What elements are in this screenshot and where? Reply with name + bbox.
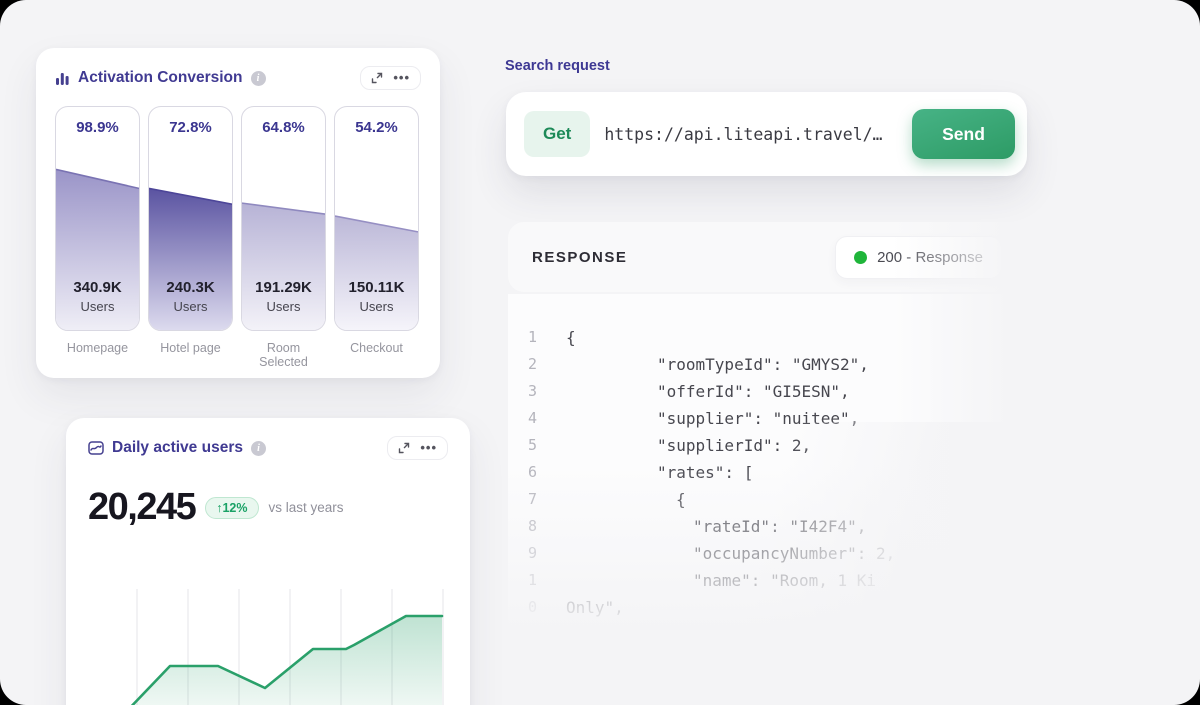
line-number: 2 xyxy=(528,355,538,373)
status-text: 200 - Response xyxy=(877,248,983,266)
code-text: "rateId": "I42F4", xyxy=(693,517,867,536)
method-pill[interactable]: Get xyxy=(524,111,591,157)
expand-icon[interactable] xyxy=(371,72,383,84)
code-line: 3 "offerId": "GI5ESN", xyxy=(528,378,1012,405)
line-number: 1 xyxy=(528,328,538,346)
funnel-stages: 98.9% 340.9K Users Homepage 72.8% 240.3K… xyxy=(55,106,421,369)
daily-card-header: Daily active users i ••• xyxy=(88,436,448,460)
line-number: 9 xyxy=(528,544,538,562)
stage-users-value: 240.3K xyxy=(166,279,215,296)
code-line: 4 "supplier": "nuitee", xyxy=(528,405,1012,432)
code-text: "occupancyNumber": 2, xyxy=(693,544,896,563)
response-title: RESPONSE xyxy=(532,248,628,266)
info-icon[interactable]: i xyxy=(250,440,266,456)
search-request-label: Search request xyxy=(505,58,610,74)
code-text: { xyxy=(676,490,686,509)
code-text: "roomTypeId": "GMYS2", xyxy=(657,355,869,374)
more-options-icon[interactable]: ••• xyxy=(420,440,437,455)
code-line: 10 "name": "Room, 1 Ki Only", xyxy=(528,567,1012,621)
line-number: 5 xyxy=(528,436,538,454)
funnel-fill xyxy=(335,107,418,330)
stage-users-value: 191.29K xyxy=(255,279,312,296)
stage-label: Room Selected xyxy=(259,341,308,369)
activation-card-header: Activation Conversion i ••• xyxy=(55,66,421,90)
stage-percent: 54.2% xyxy=(355,119,398,136)
send-button[interactable]: Send xyxy=(912,109,1015,159)
funnel-stage-checkout: 54.2% 150.11K Users Checkout xyxy=(334,106,419,369)
status-badge: 200 - Response xyxy=(835,235,1002,279)
activation-card-title: Activation Conversion xyxy=(78,69,243,86)
area-chart-icon xyxy=(88,441,104,455)
stage-label: Checkout xyxy=(350,341,403,355)
stage-users-value: 340.9K xyxy=(73,279,122,296)
line-number: 6 xyxy=(528,463,538,481)
funnel-fill xyxy=(56,107,139,330)
response-panel: RESPONSE 200 - Response 1 { 2 "roomTypeI… xyxy=(508,222,1042,674)
delta-badge: ↑12% xyxy=(205,496,259,519)
stage-label: Hotel page xyxy=(160,341,221,355)
line-number: 8 xyxy=(528,517,538,535)
code-line: 6 "rates": [ xyxy=(528,459,1012,486)
code-line: 2 "roomTypeId": "GMYS2", xyxy=(528,351,1012,378)
funnel-fill xyxy=(242,107,325,330)
line-number: 4 xyxy=(528,409,538,427)
expand-icon[interactable] xyxy=(398,442,410,454)
code-text: { xyxy=(566,328,576,347)
activation-card-tools[interactable]: ••• xyxy=(360,66,421,90)
code-line: 9 "occupancyNumber": 2, xyxy=(528,540,1012,567)
daily-card-tools[interactable]: ••• xyxy=(387,436,448,460)
line-number: 7 xyxy=(528,490,538,508)
status-dot-icon xyxy=(854,250,868,264)
url-input[interactable]: https://api.liteapi.travel/… xyxy=(604,124,883,144)
stage-users-unit: Users xyxy=(173,299,208,314)
bar-chart-icon xyxy=(56,72,69,85)
stage-users-unit: Users xyxy=(266,299,301,314)
funnel-stage-homepage: 98.9% 340.9K Users Homepage xyxy=(55,106,140,369)
stage-percent: 72.8% xyxy=(169,119,212,136)
more-options-icon[interactable]: ••• xyxy=(393,70,410,85)
code-text: "supplier": "nuitee", xyxy=(657,409,860,428)
info-icon[interactable]: i xyxy=(250,70,266,86)
request-bar: Get https://api.liteapi.travel/… Send xyxy=(506,92,1027,176)
stage-users-unit: Users xyxy=(359,299,394,314)
stage-label: Homepage xyxy=(66,341,129,355)
daily-active-users-value: 20,245 xyxy=(88,486,197,528)
daily-users-area-chart xyxy=(130,589,444,705)
activation-conversion-card: Activation Conversion i ••• 98.9% 340.9K xyxy=(36,48,440,378)
stage-percent: 64.8% xyxy=(262,119,305,136)
response-code-area: 1 { 2 "roomTypeId": "GMYS2", 3 "offerId"… xyxy=(508,294,1012,664)
code-line: 1 { xyxy=(528,324,1012,351)
code-text: "offerId": "GI5ESN", xyxy=(657,382,850,401)
code-text: "rates": [ xyxy=(657,463,754,482)
comparison-label: vs last years xyxy=(268,500,344,515)
daily-card-title: Daily active users xyxy=(112,439,243,456)
response-header: RESPONSE 200 - Response xyxy=(508,222,1012,292)
code-line: 5 "supplierId": 2, xyxy=(528,432,1012,459)
code-line: 8 "rateId": "I42F4", xyxy=(528,513,1012,540)
funnel-stage-hotel-page: 72.8% 240.3K Users Hotel page xyxy=(148,106,233,369)
code-text: "supplierId": 2, xyxy=(657,436,812,455)
stage-percent: 98.9% xyxy=(76,119,119,136)
daily-active-users-card: Daily active users i ••• 20,245 ↑12% vs … xyxy=(66,418,470,705)
line-number: 3 xyxy=(528,382,538,400)
funnel-stage-room-selected: 64.8% 191.29K Users Room Selected xyxy=(241,106,326,369)
stage-users-value: 150.11K xyxy=(348,279,405,296)
funnel-fill xyxy=(149,107,232,330)
daily-stat-row: 20,245 ↑12% vs last years xyxy=(88,486,448,529)
line-number: 10 xyxy=(528,571,538,616)
code-text: "name": "Room, 1 Ki Only", xyxy=(566,571,877,617)
code-line: 7 { xyxy=(528,486,1012,513)
stage-users-unit: Users xyxy=(80,299,115,314)
